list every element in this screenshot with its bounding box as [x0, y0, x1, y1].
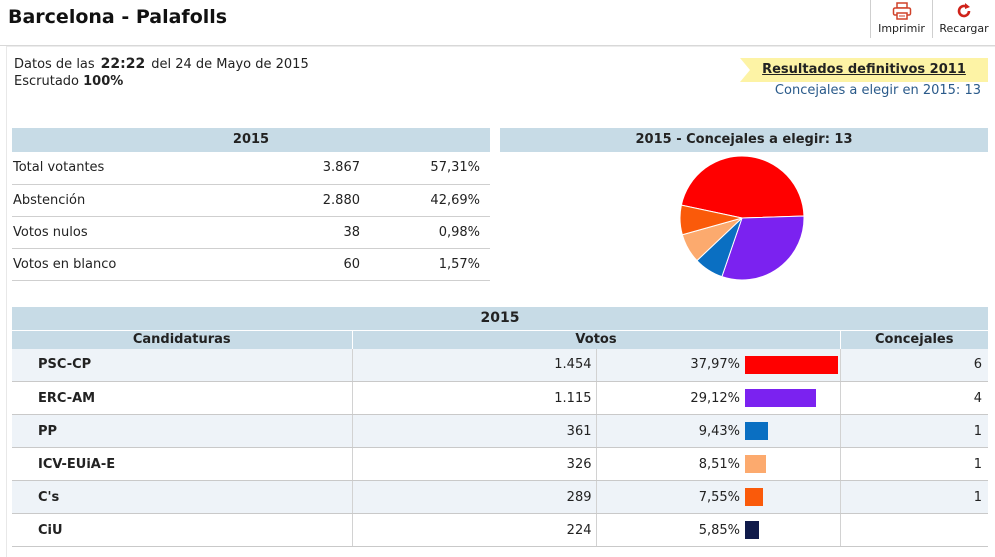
- party-bar: [745, 422, 768, 440]
- result-row: PP 361 9,43% 1: [12, 414, 988, 448]
- party-bar-cell: [744, 447, 841, 481]
- summary-percent: 0,98%: [370, 216, 490, 249]
- toolbar: Imprimir Recargar: [870, 0, 995, 38]
- result-row: ICV-EUiA-E 326 8,51% 1: [12, 447, 988, 481]
- result-row: C's 289 7,55% 1: [12, 480, 988, 514]
- summary-percent: 42,69%: [370, 184, 490, 217]
- result-row: PSC-CP 1.454 37,97% 6: [12, 348, 988, 382]
- page-title: Barcelona - Palafolls: [8, 6, 228, 28]
- data-time: 22:22: [100, 56, 146, 72]
- party-seats: 1: [840, 447, 988, 481]
- content-left-border: [6, 46, 7, 557]
- party-name: PP: [12, 414, 353, 448]
- party-seats: 4: [840, 381, 988, 415]
- party-bar: [745, 355, 838, 374]
- print-label: Imprimir: [878, 22, 925, 35]
- reload-label: Recargar: [939, 22, 989, 35]
- summary-value: 2.880: [240, 184, 370, 217]
- data-date: del 24 de Mayo de 2015: [151, 57, 309, 72]
- datos-prefix: Datos de las: [14, 57, 95, 72]
- party-percent: 29,12%: [596, 381, 744, 415]
- summary-value: 60: [240, 248, 370, 281]
- party-seats: [840, 513, 988, 547]
- party-seats: 6: [840, 348, 988, 382]
- party-percent: 8,51%: [596, 447, 744, 481]
- pie-slice: [679, 204, 743, 236]
- col-candidaturas: Candidaturas: [12, 330, 353, 349]
- summary-label: Votos nulos: [12, 216, 240, 249]
- party-bar-cell: [744, 414, 841, 448]
- party-percent: 37,97%: [596, 348, 744, 382]
- party-name: CiU: [12, 513, 353, 547]
- party-name: PSC-CP: [12, 348, 353, 382]
- summary-label: Abstención: [12, 184, 240, 217]
- party-votes: 289: [352, 480, 597, 514]
- party-percent: 9,43%: [596, 414, 744, 448]
- seats-pie-chart: [678, 155, 808, 284]
- escrutado-label: Escrutado: [14, 74, 79, 89]
- summary-percent: 57,31%: [370, 152, 490, 185]
- summary-label: Votos en blanco: [12, 248, 240, 281]
- party-bar-cell: [744, 381, 841, 415]
- party-seats: 1: [840, 414, 988, 448]
- result-row: CiU 224 5,85%: [12, 513, 988, 547]
- pie-slice: [680, 155, 805, 219]
- party-seats: 1: [840, 480, 988, 514]
- summary-label: Total votantes: [12, 152, 240, 185]
- summary-row: Abstención 2.880 42,69%: [12, 184, 490, 217]
- concejales-note: Concejales a elegir en 2015: 13: [774, 83, 981, 98]
- col-votos: Votos: [352, 330, 841, 349]
- summary-percent: 1,57%: [370, 248, 490, 281]
- summary-row: Votos en blanco 60 1,57%: [12, 248, 490, 281]
- party-name: ICV-EUiA-E: [12, 447, 353, 481]
- party-percent: 7,55%: [596, 480, 744, 514]
- reload-icon: [957, 3, 971, 18]
- previous-results-link[interactable]: Resultados definitivos 2011: [740, 58, 988, 82]
- escrutado-percent: 100%: [83, 74, 124, 89]
- header-divider: [0, 45, 995, 46]
- party-bar: [745, 521, 759, 539]
- reload-button[interactable]: Recargar: [933, 0, 995, 38]
- summary-value: 38: [240, 216, 370, 249]
- party-votes: 1.115: [352, 381, 597, 415]
- party-percent: 5,85%: [596, 513, 744, 547]
- party-bar: [745, 488, 763, 506]
- result-row: ERC-AM 1.115 29,12% 4: [12, 381, 988, 415]
- summary-header: 2015: [12, 128, 490, 152]
- party-name: C's: [12, 480, 353, 514]
- summary-value: 3.867: [240, 152, 370, 185]
- print-button[interactable]: Imprimir: [870, 0, 933, 38]
- party-bar-cell: [744, 348, 841, 382]
- party-votes: 361: [352, 414, 597, 448]
- party-votes: 326: [352, 447, 597, 481]
- pie-slice: [721, 215, 805, 281]
- party-bar: [745, 389, 816, 407]
- col-concejales: Concejales: [840, 330, 988, 349]
- party-bar-cell: [744, 513, 841, 547]
- content-top-border: [6, 46, 995, 47]
- pie-header: 2015 - Concejales a elegir: 13: [500, 128, 988, 152]
- pie-svg: [679, 155, 805, 281]
- results-header: 2015: [12, 307, 988, 330]
- party-votes: 1.454: [352, 348, 597, 382]
- summary-row: Votos nulos 38 0,98%: [12, 216, 490, 249]
- party-bar-cell: [744, 480, 841, 514]
- summary-row: Total votantes 3.867 57,31%: [12, 152, 490, 185]
- party-votes: 224: [352, 513, 597, 547]
- party-bar: [745, 455, 766, 473]
- party-name: ERC-AM: [12, 381, 353, 415]
- printer-icon: [892, 2, 911, 20]
- results-table: Candidaturas Votos Concejales PSC-CP 1.45…: [12, 330, 988, 547]
- scrutiny-info: Datos de las 22:22 del 24 de Mayo de 2015 …: [14, 56, 309, 90]
- summary-table: Total votantes 3.867 57,31% Abstención 2.880…: [12, 152, 490, 281]
